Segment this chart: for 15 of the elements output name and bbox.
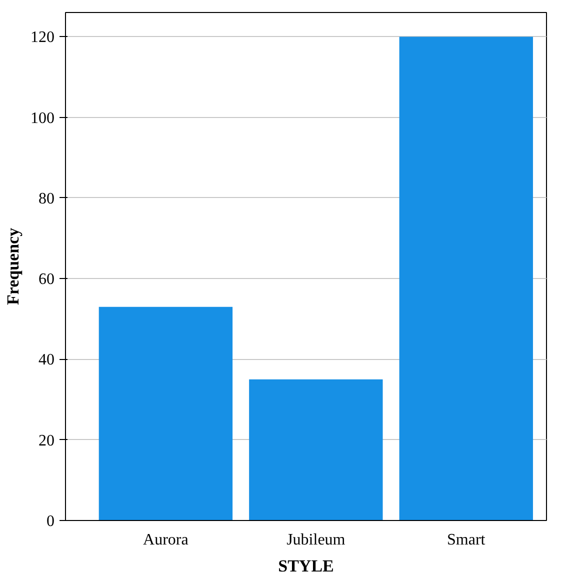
bar: [98, 306, 233, 520]
bar: [399, 36, 533, 520]
y-tick-label: 60: [38, 271, 54, 288]
x-tick-label: Jubileum: [286, 532, 346, 548]
y-tick-label: 0: [46, 513, 54, 530]
y-tick-label: 120: [30, 29, 54, 46]
y-tick-label: 80: [38, 190, 54, 208]
x-axis-title: STYLE: [278, 556, 334, 576]
y-tick-label: 40: [38, 352, 54, 369]
x-tick-label: Smart: [447, 532, 486, 548]
bar: [249, 379, 383, 520]
y-tick-label: 100: [30, 110, 54, 127]
y-axis-title: Frequency: [4, 227, 22, 306]
y-tick-label: 20: [38, 432, 54, 450]
x-tick-label: Aurora: [143, 532, 188, 548]
